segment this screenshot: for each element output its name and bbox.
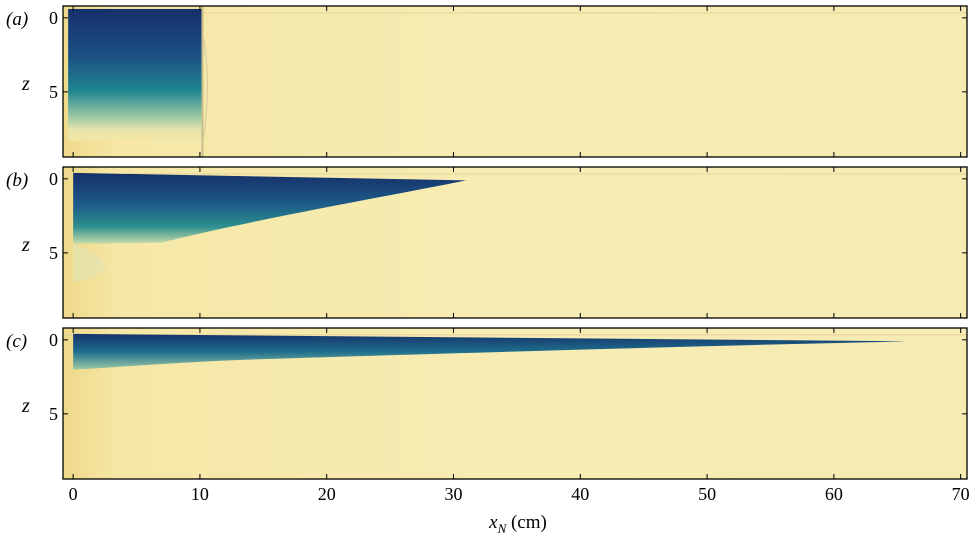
xtick-label: 10	[191, 484, 209, 504]
panel-c-frame	[62, 327, 968, 480]
panel-a-background	[63, 6, 967, 157]
panel-a-gate-bulge	[201, 32, 208, 144]
xtick-label: 40	[571, 484, 589, 504]
xtick-label: 0	[69, 484, 78, 504]
panel-b: 0 5 (b) z	[6, 166, 968, 319]
x-axis-label: xN (cm)	[488, 512, 547, 536]
panel-b-letter: (b)	[6, 170, 28, 191]
panel-b-ylabel: z	[21, 234, 30, 256]
xtick-label: 30	[445, 484, 463, 504]
x-axis: 0 10 20 30 40 50 60 70	[69, 484, 970, 504]
panel-a-ylabel: z	[21, 73, 30, 95]
panel-b-ytick-label: 0	[49, 169, 58, 189]
panel-a-ytick-label: 0	[49, 8, 58, 28]
xtick-label: 60	[825, 484, 843, 504]
xtick-label: 70	[952, 484, 970, 504]
panel-c-ytick-label: 5	[49, 404, 58, 424]
panel-a-ytick-label: 5	[49, 82, 58, 102]
panel-b-frame	[62, 166, 968, 319]
panel-b-residual	[73, 243, 105, 283]
panel-a-frame	[62, 5, 968, 158]
panel-c-current	[73, 333, 908, 370]
panels-group: 0 5 (a) z 0 5 (b) z 0 5 (c) z	[6, 5, 968, 480]
panel-c: 0 5 (c) z	[6, 327, 968, 480]
panel-c-ytick-label: 0	[49, 330, 58, 350]
panel-b-ytick-label: 5	[49, 243, 58, 263]
xtick-label: 20	[318, 484, 336, 504]
panel-b-current	[73, 172, 467, 244]
panel-c-ylabel: z	[21, 395, 30, 417]
panel-a-lock-fluid	[68, 8, 203, 141]
panel-a: 0 5 (a) z	[6, 5, 968, 158]
panel-a-letter: (a)	[6, 9, 28, 30]
panel-c-letter: (c)	[6, 331, 27, 352]
xtick-label: 50	[698, 484, 716, 504]
